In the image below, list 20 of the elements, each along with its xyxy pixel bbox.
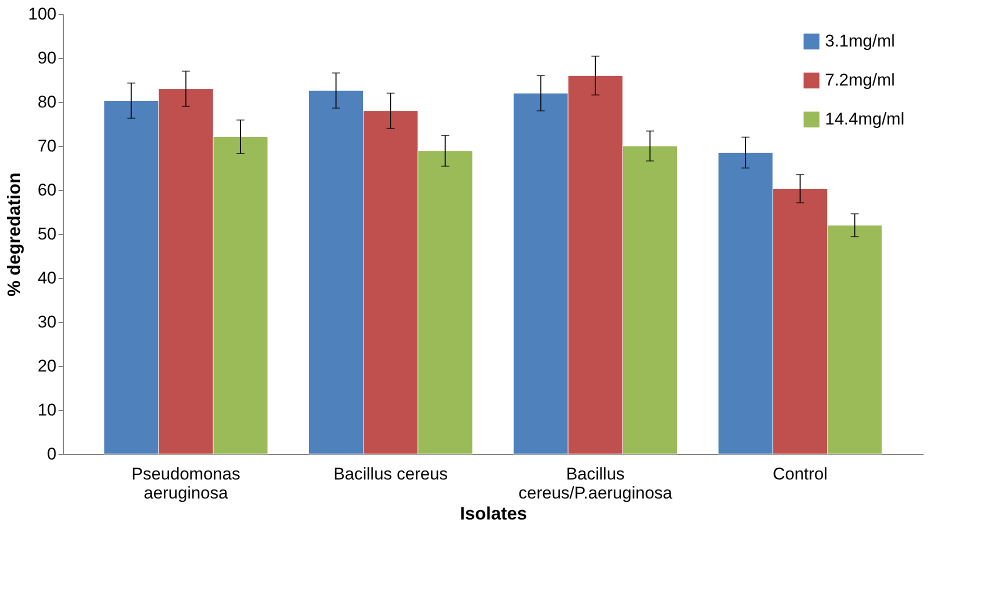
x-tick-label: Bacillus cereus — [333, 464, 448, 484]
y-tick-label: 0 — [47, 444, 56, 464]
y-tick-label: 100 — [28, 4, 56, 24]
y-tick-label: 40 — [38, 268, 56, 288]
legend-label: 3.1mg/ml — [825, 32, 895, 50]
x-tick-label: Bacillus cereus/P.aeruginosa — [518, 464, 673, 502]
legend-label: 7.2mg/ml — [825, 70, 895, 90]
x-tick-label: Control — [772, 464, 828, 484]
y-tick-label: 80 — [38, 92, 56, 112]
x-tick-label: Pseudomonas aeruginosa — [132, 464, 240, 502]
y-axis-title: % degredation — [4, 172, 24, 297]
y-tick-label: 10 — [38, 400, 56, 420]
y-tick-label: 50 — [38, 224, 56, 244]
x-axis-title: Isolates — [460, 504, 528, 524]
y-tick-label: 70 — [38, 136, 56, 156]
legend-label: 14.4mg/ml — [825, 110, 904, 128]
y-tick-label: 30 — [38, 312, 56, 332]
y-tick-label: 60 — [38, 180, 56, 200]
y-tick-label: 90 — [38, 48, 56, 68]
y-tick-label: 20 — [38, 356, 56, 376]
